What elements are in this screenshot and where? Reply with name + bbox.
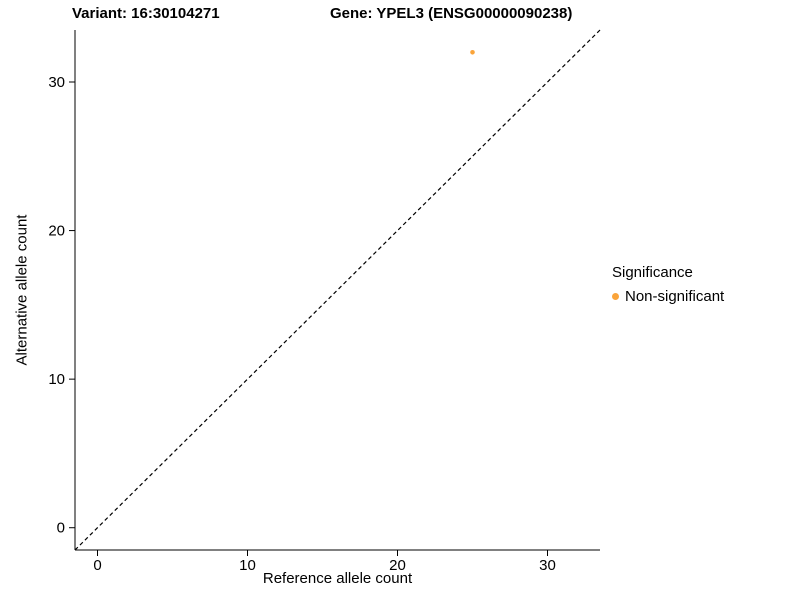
y-tick-label: 20 <box>48 223 65 240</box>
legend: Significance Non-significant <box>612 264 724 305</box>
x-tick-label: 10 <box>239 557 256 574</box>
identity-line <box>74 29 601 551</box>
legend-title: Significance <box>612 264 693 281</box>
y-axis-title: Alternative allele count <box>13 214 31 366</box>
x-tick-label: 0 <box>93 557 101 574</box>
plot-title-variant: Variant: 16:30104271 <box>72 5 220 22</box>
legend-dot-icon <box>612 293 619 300</box>
legend-entry-label: Non-significant <box>625 288 725 305</box>
plot-title-gene: Gene: YPEL3 (ENSG00000090238) <box>330 5 573 22</box>
y-tick-label: 10 <box>48 371 65 388</box>
y-tick-label: 30 <box>48 74 65 91</box>
x-axis-title: Reference allele count <box>262 570 413 587</box>
legend-entry: Non-significant <box>612 288 724 305</box>
x-tick-label: 20 <box>389 557 406 574</box>
y-tick-label: 0 <box>57 520 65 537</box>
x-tick-label: 30 <box>539 557 556 574</box>
data-point <box>470 49 475 55</box>
